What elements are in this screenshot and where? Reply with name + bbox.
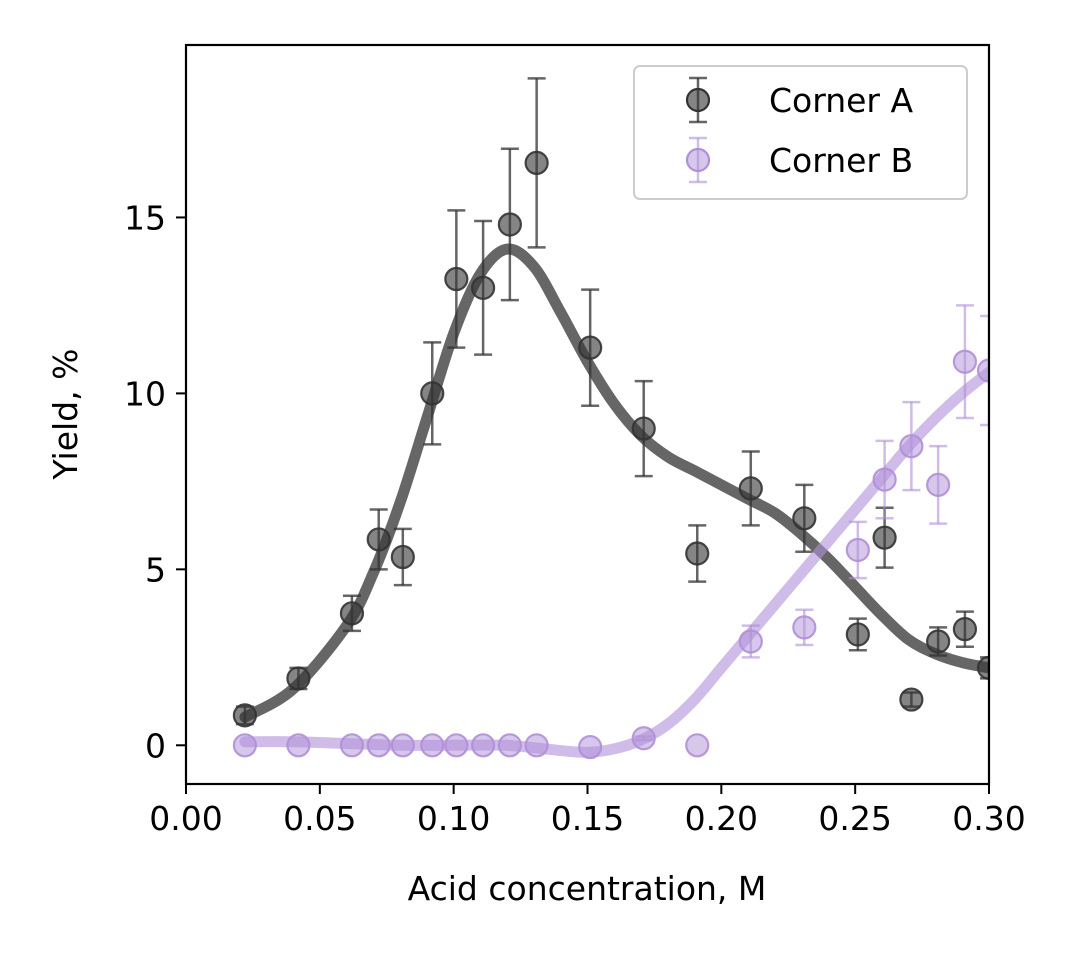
legend-box (633, 65, 968, 200)
data-point-corner-a (738, 476, 763, 501)
fit-curve-corner-b (239, 366, 989, 758)
data-point-corner-a (976, 655, 989, 680)
data-point-corner-b (685, 733, 710, 758)
data-point-corner-a (926, 629, 951, 654)
data-point-corner-b (976, 358, 989, 383)
data-point-corner-b (497, 733, 522, 758)
y-axis: 0 5 10 15 (124, 198, 186, 765)
legend-label-corner-b: Corner B (769, 141, 913, 180)
legend-marker-corner-a (685, 76, 711, 124)
error-bar-corner-b (980, 314, 989, 427)
data-point-corner-b (390, 733, 415, 758)
data-point-corner-a (366, 527, 391, 552)
y-tick-label: 10 (124, 374, 166, 413)
x-tick-label: 0.15 (551, 799, 624, 838)
y-tick-label: 15 (124, 198, 166, 237)
data-point-corner-a (471, 275, 496, 300)
y-axis-label: Yield, % (46, 349, 85, 481)
legend-marker-circle (685, 87, 711, 113)
data-point-corner-a (952, 617, 978, 642)
x-tick-label: 0.25 (818, 799, 891, 838)
data-point-corner-b (926, 472, 951, 497)
data-point-corner-a (685, 541, 710, 566)
data-point-corner-a (631, 416, 656, 441)
error-bar-corner-a (980, 656, 989, 680)
data-point-corner-b (578, 734, 603, 760)
data-point-corner-b (952, 349, 978, 374)
data-point-corner-a (497, 212, 522, 237)
data-point-corner-b (444, 733, 469, 758)
data-point-corner-b (339, 733, 365, 758)
y-tick-label: 0 (145, 726, 166, 765)
data-point-corner-a (578, 335, 603, 360)
x-tick-label: 0.20 (685, 799, 758, 838)
data-point-corner-b (286, 733, 311, 758)
data-point-corner-a (444, 266, 469, 292)
data-point-corner-b (420, 733, 445, 758)
data-point-corner-a (899, 687, 924, 712)
data-point-corner-b (872, 467, 897, 492)
data-point-corner-a (390, 544, 415, 570)
x-axis-label: Acid concentration, M (408, 869, 767, 908)
legend-label-corner-a: Corner A (769, 81, 913, 120)
x-tick-label: 0.00 (149, 799, 222, 838)
y-tick-label: 5 (145, 550, 166, 589)
data-point-corner-a (286, 666, 311, 691)
legend: Corner A Corner B (633, 65, 968, 200)
data-point-corner-b (899, 434, 924, 459)
data-point-corner-a (845, 622, 870, 647)
data-point-corner-b (471, 733, 496, 758)
legend-marker-circle (685, 147, 711, 173)
data-point-corner-a (339, 601, 365, 626)
plot-area (232, 77, 989, 760)
data-point-corner-b (366, 733, 391, 758)
data-point-corner-a (792, 506, 817, 531)
data-point-corner-b (524, 733, 549, 758)
x-axis: 0.00 0.05 0.10 0.15 0.20 0.25 0.30 (149, 784, 1026, 838)
data-point-corner-a (420, 381, 445, 406)
x-tick-label: 0.30 (952, 799, 1025, 838)
data-point-corner-b (631, 726, 656, 751)
data-point-corner-a (524, 150, 549, 175)
data-point-corner-b (232, 733, 257, 758)
x-tick-label: 0.10 (417, 799, 490, 838)
data-point-corner-a (232, 703, 257, 728)
legend-marker-corner-b (685, 136, 711, 184)
data-point-corner-a (872, 525, 897, 550)
data-point-corner-b (792, 615, 817, 640)
data-point-corner-b (738, 629, 763, 654)
x-tick-label: 0.05 (283, 799, 356, 838)
data-point-corner-b (845, 537, 870, 563)
fit-curve-corner-a (239, 243, 989, 723)
